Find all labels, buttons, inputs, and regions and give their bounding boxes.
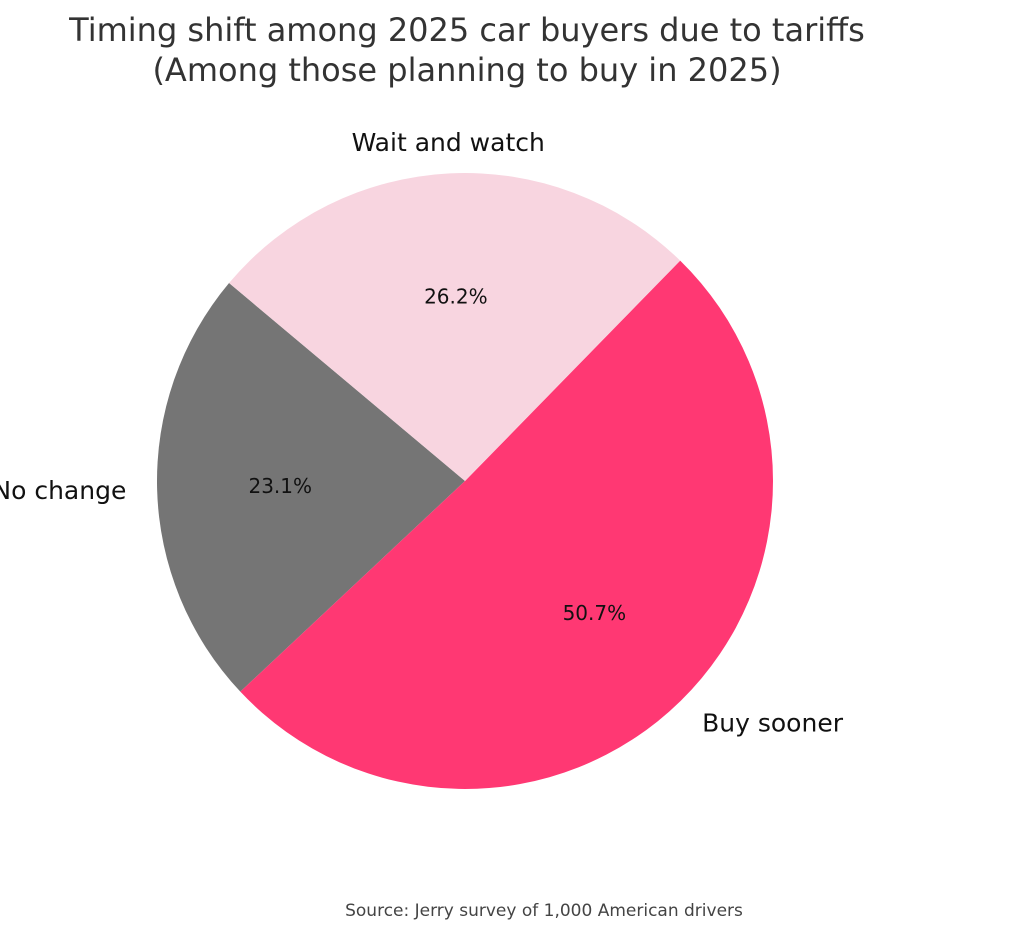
source-note: Source: Jerry survey of 1,000 American d… xyxy=(345,901,743,921)
pie-slice-buy-sooner xyxy=(240,260,774,790)
slice-label-buy-sooner: Buy sooner xyxy=(702,708,844,737)
pie-slice-no-change xyxy=(156,283,465,692)
chart-title-block: Timing shift among 2025 car buyers due t… xyxy=(0,10,934,90)
slice-label-no-change: No change xyxy=(0,476,126,505)
chart-title: Timing shift among 2025 car buyers due t… xyxy=(69,11,865,49)
pie-slice-wait-and-watch xyxy=(229,173,681,482)
slice-label-wait-and-watch: Wait and watch xyxy=(352,128,545,157)
pct-label-no-change: 23.1% xyxy=(248,474,312,498)
pct-label-wait-and-watch: 26.2% xyxy=(424,284,488,308)
pct-label-buy-sooner: 50.7% xyxy=(563,601,627,625)
chart-subtitle: (Among those planning to buy in 2025) xyxy=(152,51,782,89)
